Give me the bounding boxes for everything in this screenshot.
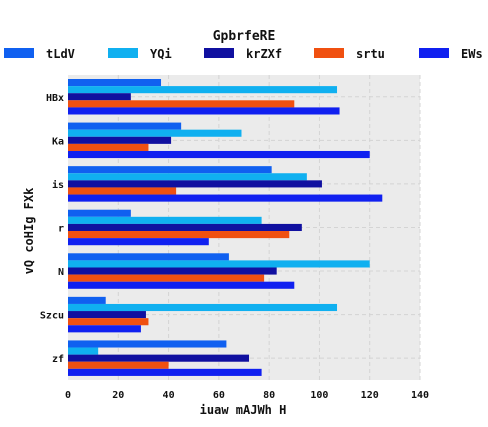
y-tick-label: r [58, 223, 64, 234]
bar [68, 325, 141, 333]
x-axis-ticks: 0 20 40 60 80 100 120 140 [65, 390, 429, 401]
legend-item: YQi [108, 47, 172, 61]
y-tick-label: Szcu [40, 311, 64, 322]
bar [68, 180, 322, 188]
bar [68, 347, 99, 355]
bar [68, 129, 242, 137]
bar [68, 223, 302, 232]
bar [68, 354, 250, 362]
bar [68, 238, 209, 246]
legend-item: EWs [419, 47, 483, 61]
bar [68, 100, 295, 108]
x-axis-label: iuaw mAJWh H [200, 403, 287, 417]
bar [68, 274, 265, 282]
bar [68, 303, 338, 312]
y-axis-label: vQ coHIg FXk [22, 187, 36, 274]
x-tick-label: 0 [65, 390, 71, 401]
y-tick-label: zf [52, 354, 64, 365]
legend-swatch [314, 48, 344, 58]
legend-label: tLdV [46, 47, 75, 61]
bar [68, 209, 131, 217]
legend-label: YQi [150, 47, 172, 61]
bar [68, 253, 229, 261]
bar [68, 136, 172, 144]
legend-swatch [204, 48, 234, 58]
y-axis-ticks: HBx Ka is r N Szcu zf [40, 93, 64, 365]
y-tick-label: HBx [46, 93, 64, 104]
bar [68, 231, 290, 239]
bar [68, 296, 106, 304]
bar [68, 93, 131, 101]
legend-swatch [108, 48, 138, 58]
bar [68, 194, 383, 202]
bar [68, 173, 307, 181]
y-tick-label: Ka [52, 136, 64, 147]
bar [68, 361, 169, 369]
bar [68, 311, 146, 319]
bar [68, 166, 272, 174]
bar [68, 340, 227, 348]
legend-swatch [4, 48, 34, 58]
legend-swatch [419, 48, 449, 58]
bar [68, 216, 262, 224]
bar [68, 281, 295, 289]
legend-label: srtu [356, 47, 385, 61]
x-tick-label: 100 [310, 390, 328, 401]
x-tick-label: 60 [213, 390, 225, 401]
bar [68, 143, 149, 151]
y-tick-label: is [52, 179, 64, 191]
bars [68, 79, 383, 376]
bar [68, 260, 370, 268]
y-tick-label: N [58, 267, 64, 278]
legend-label: EWs [461, 47, 483, 61]
legend-item: tLdV [4, 47, 75, 61]
legend-item: srtu [314, 47, 385, 61]
bar [68, 318, 149, 326]
chart-title: GpbrfeRE [213, 29, 276, 44]
x-tick-label: 140 [411, 390, 429, 401]
bar [68, 368, 262, 376]
bar [68, 122, 182, 130]
bar [68, 79, 162, 87]
bar [68, 187, 177, 195]
legend-item: krZXf [204, 47, 282, 61]
bar [68, 150, 370, 159]
x-tick-label: 120 [361, 390, 379, 401]
bar [68, 86, 338, 94]
x-tick-label: 40 [163, 390, 175, 401]
x-tick-label: 20 [112, 390, 124, 401]
legend-label: krZXf [246, 47, 282, 61]
x-tick-label: 80 [263, 390, 275, 401]
bar [68, 107, 340, 115]
legend: tLdV YQi krZXf srtu EWs [4, 47, 483, 61]
bar [68, 267, 277, 275]
